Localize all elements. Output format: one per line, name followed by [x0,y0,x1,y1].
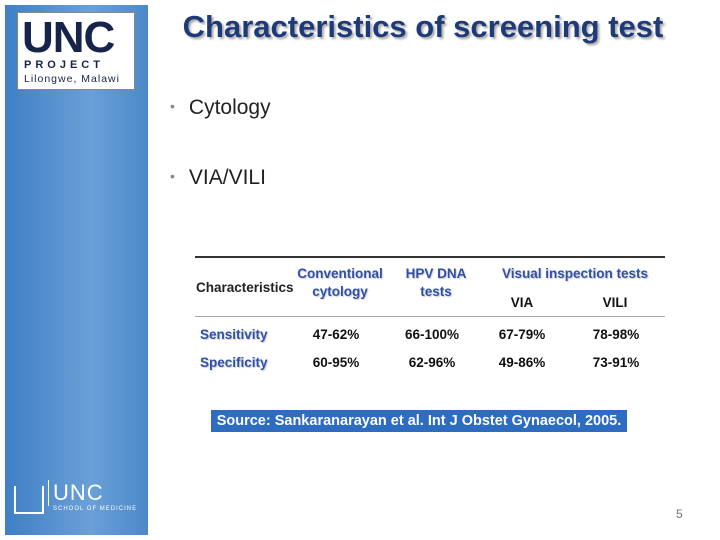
table-rule [195,316,665,317]
table-cell: 62-96% [408,355,456,370]
bullet: Cytology [170,96,271,120]
table-header: Visual inspection tests [501,266,649,281]
table-cell: 67-79% [498,327,546,342]
table-header: VIA [510,295,534,310]
sidebar [5,5,148,535]
table-cell: 73-91% [592,355,640,370]
row-label: Specificity [200,355,268,370]
title: Characteristics of screening test [182,9,664,44]
table-header: Characteristics [196,280,294,295]
logo-location: Lilongwe, Malawi [24,73,120,85]
logo: UNC PROJECT Lilongwe, Malawi [17,12,135,90]
table-cell: 60-95% [312,355,360,370]
source: Source: Sankaranarayan et al. Int J Obst… [211,410,627,432]
table-cell: 66-100% [404,327,460,342]
table-cell: 78-98% [592,327,640,342]
table-header: VILI [602,295,628,310]
table-header: HPV DNA tests [405,266,467,299]
table-cell: 47-62% [312,327,360,342]
logo-name: UNC [22,13,115,62]
row-label: Sensitivity [200,327,268,342]
page-number: 5 [676,507,683,521]
table-header: Conventional cytology [297,266,383,299]
footer-icon [14,486,44,514]
footer-logo-name: UNC [48,480,104,506]
bullet: VIA/VILI [170,166,266,190]
footer-logo-subtitle: SCHOOL OF MEDICINE [53,506,138,512]
logo-subtitle: PROJECT [24,59,104,71]
table-cell: 49-86% [498,355,546,370]
table-rule [195,256,665,258]
